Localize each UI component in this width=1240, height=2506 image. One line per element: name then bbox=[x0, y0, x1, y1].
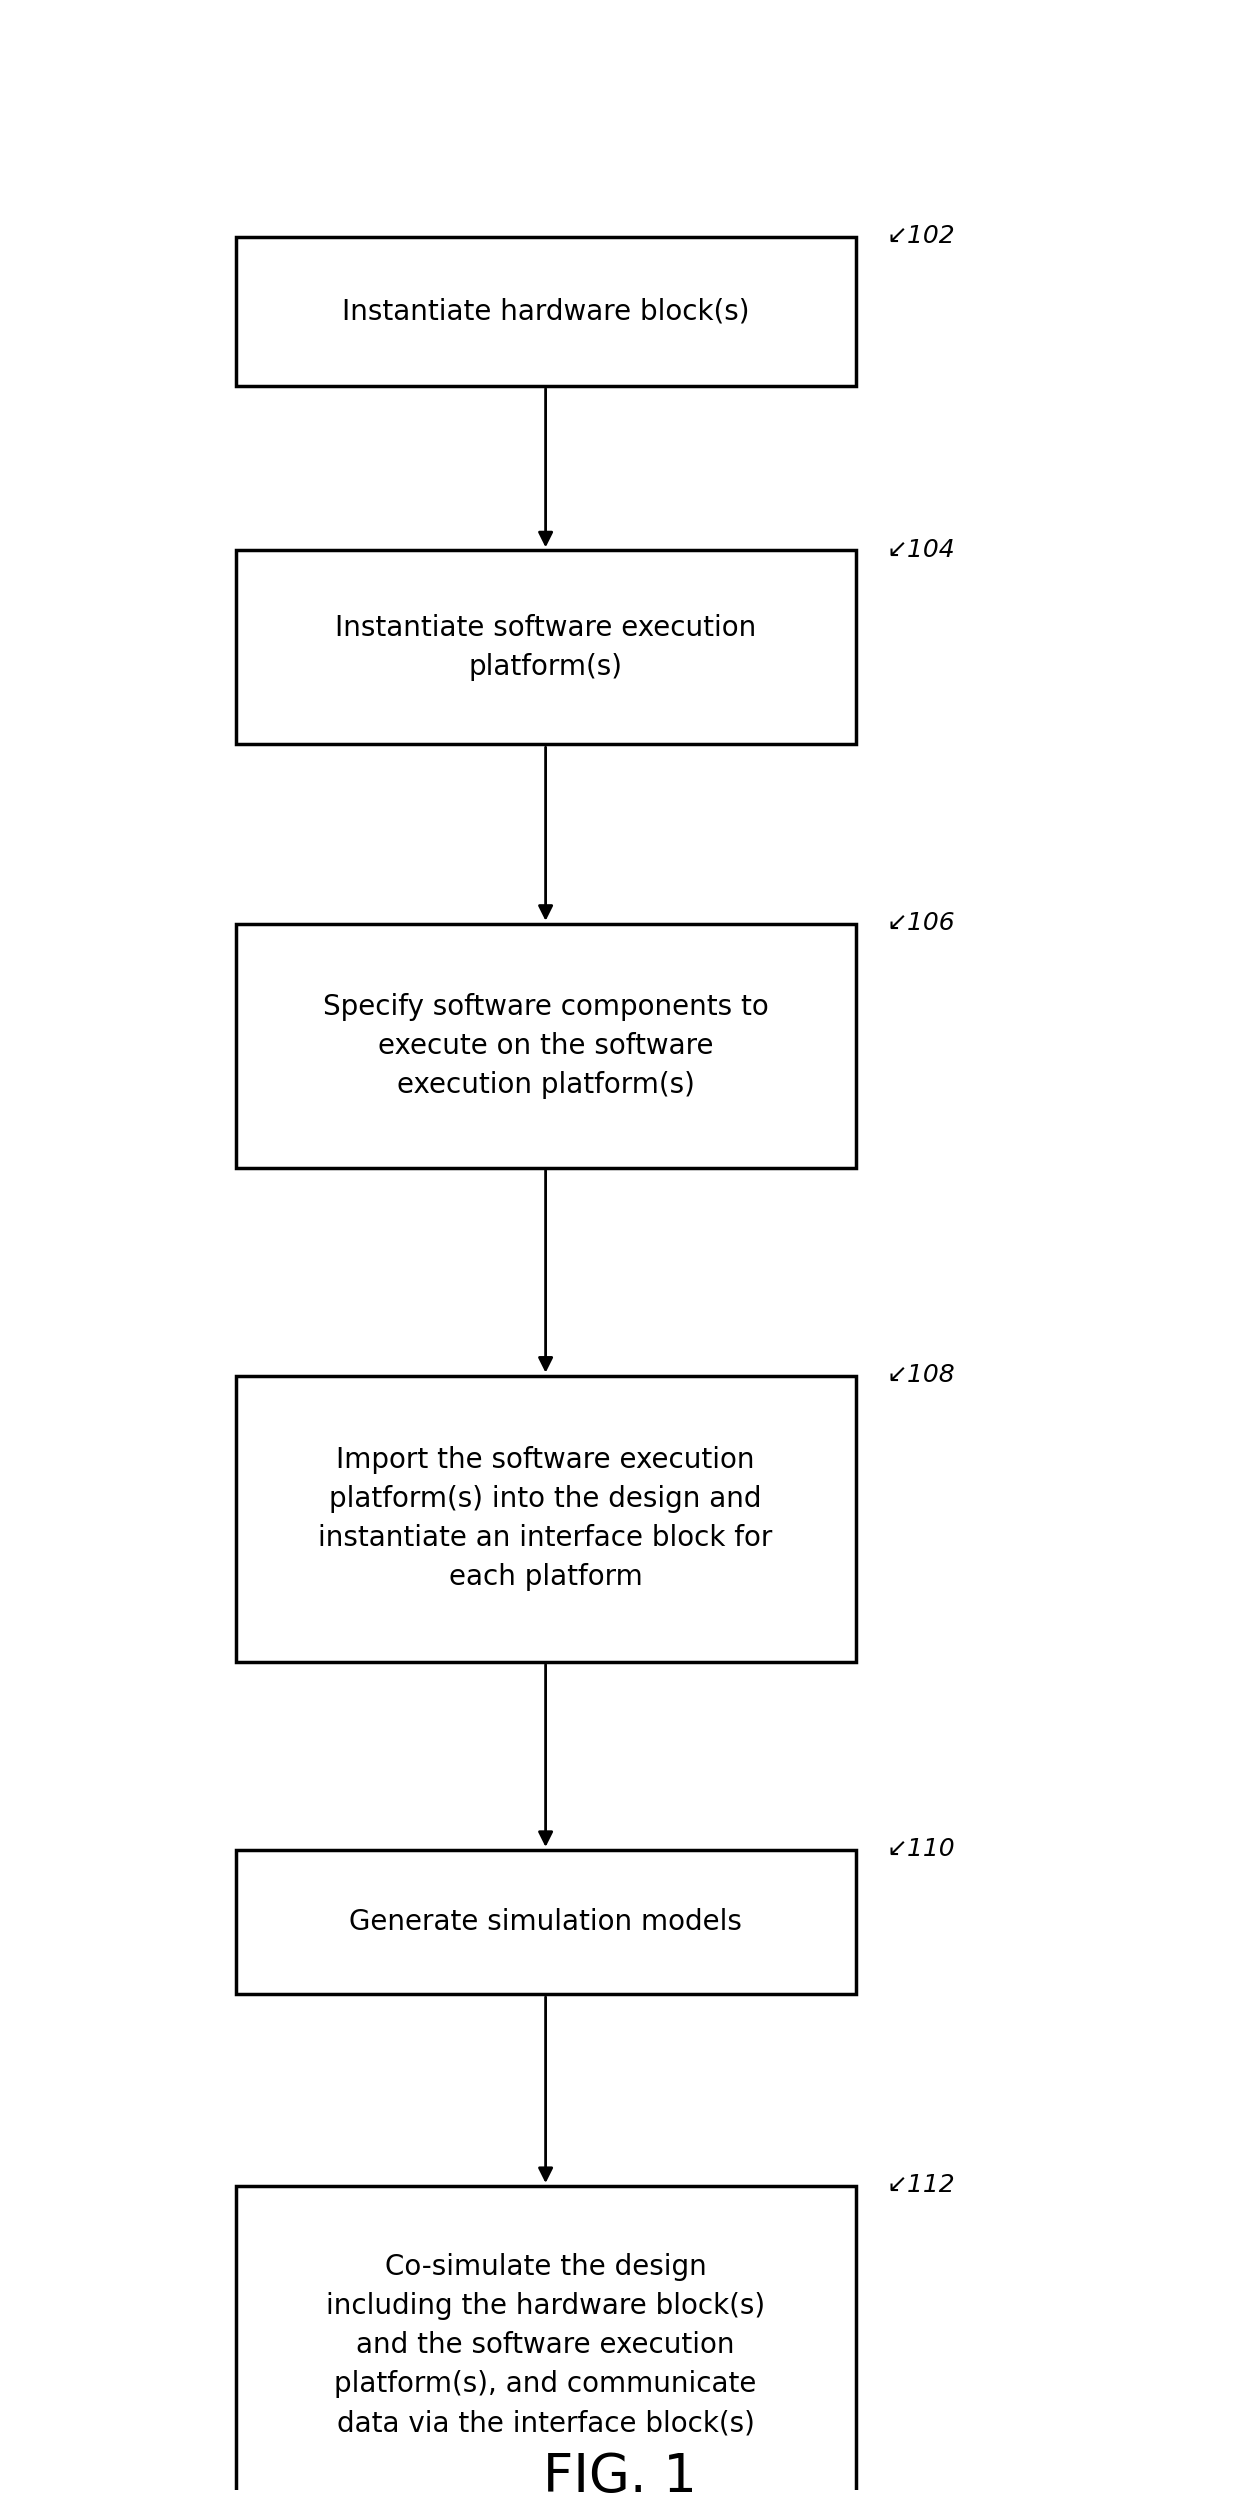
FancyBboxPatch shape bbox=[236, 925, 856, 1168]
FancyBboxPatch shape bbox=[236, 236, 856, 386]
FancyBboxPatch shape bbox=[236, 1376, 856, 1661]
FancyBboxPatch shape bbox=[236, 2185, 856, 2503]
Text: ↙108: ↙108 bbox=[887, 1363, 955, 1388]
Text: ↙102: ↙102 bbox=[887, 223, 955, 248]
Text: ↙104: ↙104 bbox=[887, 539, 955, 561]
FancyBboxPatch shape bbox=[236, 1849, 856, 1995]
Text: ↙110: ↙110 bbox=[887, 1837, 955, 1862]
Text: Co-simulate the design
including the hardware block(s)
and the software executio: Co-simulate the design including the har… bbox=[326, 2253, 765, 2438]
Text: Instantiate hardware block(s): Instantiate hardware block(s) bbox=[342, 298, 749, 326]
Text: FIG. 1: FIG. 1 bbox=[543, 2451, 697, 2503]
Text: Import the software execution
platform(s) into the design and
instantiate an int: Import the software execution platform(s… bbox=[319, 1446, 773, 1591]
Text: ↙112: ↙112 bbox=[887, 2173, 955, 2198]
Text: ↙106: ↙106 bbox=[887, 912, 955, 935]
Text: Instantiate software execution
platform(s): Instantiate software execution platform(… bbox=[335, 614, 756, 682]
Text: Generate simulation models: Generate simulation models bbox=[350, 1907, 742, 1937]
Text: Specify software components to
execute on the software
execution platform(s): Specify software components to execute o… bbox=[322, 992, 769, 1098]
FancyBboxPatch shape bbox=[236, 551, 856, 744]
